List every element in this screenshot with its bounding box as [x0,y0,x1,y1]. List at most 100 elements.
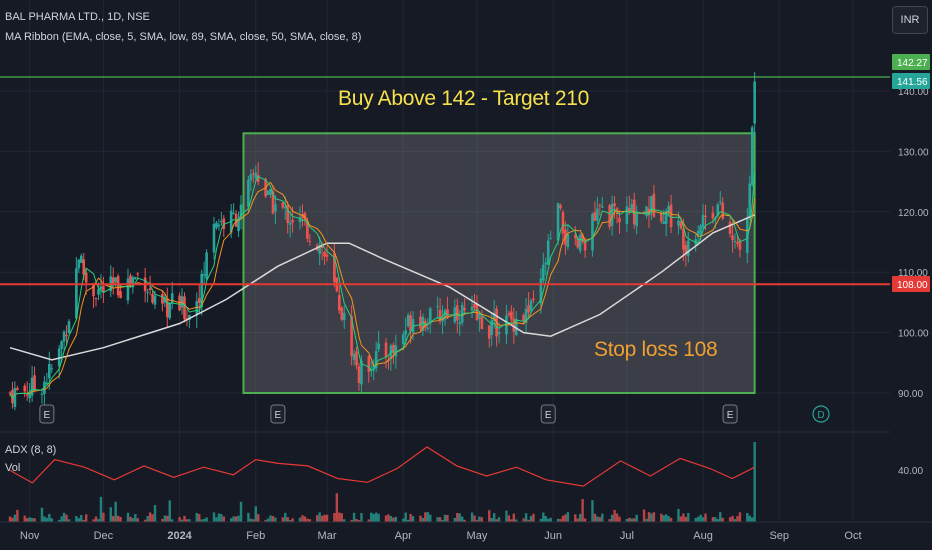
volume-bar [308,519,312,522]
volume-bar [527,519,530,522]
time-tick-label: Feb [246,530,265,542]
volume-bar [82,519,85,522]
earnings-marker[interactable] [39,404,55,424]
volume-bar [306,518,309,522]
volume-bar [264,519,267,522]
time-tick-label: Jun [544,530,562,542]
candle-body [591,213,594,251]
volume-bar [461,516,464,522]
price-axis[interactable]: 90.00 100.00 110.00 120.00 130.00 140.00 40.00 [890,0,932,550]
ma89-line [9,214,755,361]
volume-bar [298,517,302,522]
volume-bar [608,519,611,522]
buy-annotation[interactable]: Buy Above 142 - Target 210 [338,87,589,110]
volume-bar [168,500,171,522]
candle-body [384,342,388,357]
candle-body [77,259,81,269]
volume-bar [544,515,547,522]
candle-body [559,205,562,209]
volume-bar [696,516,700,522]
time-tick-label: May [467,530,488,542]
candle-body [687,240,690,256]
volume-bar [97,519,100,522]
candle-body [237,218,240,232]
volume-bar [301,515,304,522]
volume-legend[interactable]: Vol [5,462,21,474]
volume-bar [119,516,122,522]
volume-bar [77,518,81,522]
volume-bar [529,515,533,522]
volume-bar [288,519,292,522]
volume-bar [180,519,184,522]
volume-bar [109,507,112,522]
candle-body [387,360,390,362]
volume-bar [711,517,715,522]
candle-body [50,368,54,370]
volume-bar [746,513,749,522]
candle-body [473,303,476,308]
candle-body [342,312,346,321]
candle-body [546,240,550,265]
candle-body [350,316,353,357]
volume-bar [561,515,565,522]
candle-body [556,203,560,241]
volume-bar [701,517,705,522]
price-tick-label: 100.00 [898,329,929,340]
adx-tick-label: 40.00 [898,466,923,477]
candle-body [583,242,587,251]
volume-bar [753,442,756,522]
price-badge-label: 142.27 [897,58,928,69]
candle-body [539,278,543,304]
volume-bar [478,516,481,522]
candle-body [750,127,754,186]
volume-bar [564,514,567,522]
volume-bar [8,516,12,522]
candle-body [161,293,164,304]
volume-bar [374,512,378,522]
currency-button[interactable]: INR [892,6,928,34]
candle-body [728,221,732,234]
candle-body [301,214,304,218]
indicator-legend[interactable]: MA Ribbon (EMA, close, 5, SMA, low, 89, … [5,31,362,43]
time-tick-label: Apr [395,530,412,542]
volume-bar [610,514,614,522]
volume-bar [143,519,147,522]
volume-bar [404,512,407,522]
volume-bar [507,515,511,522]
candle-body [428,308,432,325]
earnings-marker[interactable] [270,404,286,424]
price-badge [892,73,930,89]
candle-body [753,81,756,124]
candle-body [630,204,634,213]
candle-body [308,240,312,242]
candle-body [82,259,86,275]
volume-bar [30,518,34,522]
candle-body [303,213,307,220]
candle-body [274,204,277,212]
candle-body [522,314,525,321]
candle-body [669,204,673,228]
volume-bar [650,513,653,522]
volume-bar [153,505,157,522]
volume-bar [593,513,597,522]
time-axis[interactable]: Nov Dec 2024 Feb Mar Apr May Jun Jul Aug Sep Oct [0,521,932,550]
volume-bar [633,518,636,522]
candle-body [716,204,720,216]
volume-bar [217,513,221,522]
volume-bar [728,517,732,522]
stop-loss-annotation[interactable]: Stop loss 108 [594,338,718,361]
adx-legend[interactable]: ADX (8, 8) [5,444,57,456]
earnings-marker[interactable] [722,404,738,424]
time-tick-label: Jul [620,530,634,542]
dividend-marker[interactable] [812,405,830,423]
time-axis-bg [0,522,932,550]
volume-bar [232,516,235,522]
candle-body [205,252,208,279]
candle-body [718,201,722,203]
price-axis-bg [890,0,932,550]
symbol-title: BAL PHARMA LTD., 1D, NSE [5,11,150,23]
volume-bar [463,519,466,522]
earnings-marker[interactable] [540,404,556,424]
